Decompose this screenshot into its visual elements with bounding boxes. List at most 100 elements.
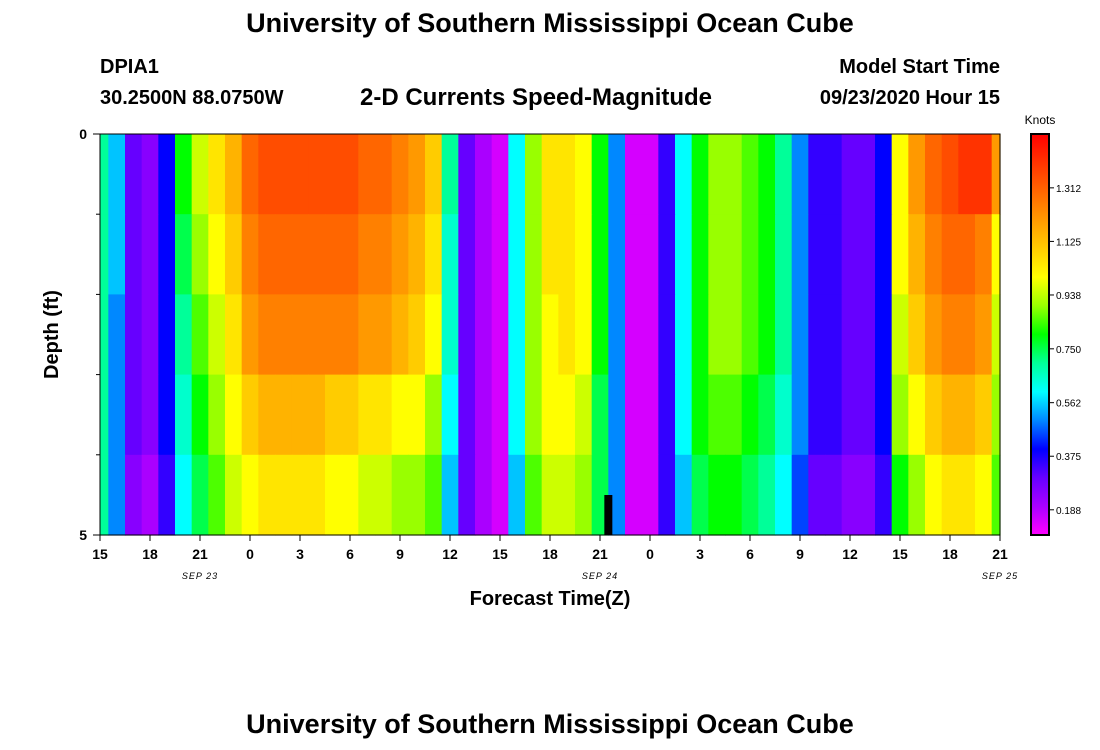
x-tick-label: 12: [842, 546, 858, 562]
heatmap-cell: [908, 294, 926, 376]
heatmap-cell: [675, 214, 693, 295]
heatmap-cell: [108, 374, 126, 456]
heatmap-cell: [291, 134, 309, 215]
heatmap-cell: [141, 454, 159, 536]
heatmap-cell: [241, 134, 259, 215]
heatmap-cell: [241, 214, 259, 295]
heatmap-cell: [525, 134, 543, 215]
current-time-marker-bar: [604, 495, 613, 535]
heatmap-cell: [191, 134, 209, 215]
heatmap-cell: [208, 454, 226, 536]
heatmap-cell: [508, 374, 526, 456]
heatmap-cell: [225, 134, 243, 215]
colorbar-unit: Knots: [1025, 113, 1056, 127]
heatmap-cell: [575, 374, 593, 456]
x-tick-label: 6: [346, 546, 354, 562]
heatmap-cell: [975, 454, 993, 536]
heatmap-cell: [708, 214, 726, 295]
heatmap-cell: [308, 134, 326, 215]
heatmap-cell: [741, 454, 759, 536]
heatmap-cell: [391, 134, 409, 215]
heatmap-cell: [875, 374, 893, 456]
heatmap-cell: [258, 134, 276, 215]
heatmap-cell: [975, 134, 993, 215]
heatmap-chart: 15 18 21 0 3 6 9 12 15 18 21 0 3 6 9 12 15 18 21 SEP 23 SEP …: [41, 113, 1081, 610]
heatmap-cell: [858, 134, 876, 215]
heatmap-cell: [825, 214, 843, 295]
heatmap-cell: [691, 214, 709, 295]
y-tick-label: 5: [79, 527, 87, 543]
heatmap-cell: [991, 374, 1001, 456]
heatmap-cell: [425, 134, 443, 215]
heatmap-cell: [558, 374, 576, 456]
heatmap-cell: [341, 374, 359, 456]
heatmap-cell: [691, 374, 709, 456]
heatmap-cell: [791, 374, 809, 456]
heatmap-cell: [208, 374, 226, 456]
heatmap-cell: [875, 454, 893, 536]
heatmap-cell: [375, 214, 393, 295]
heatmap-cell: [791, 454, 809, 536]
heatmap-cell: [975, 294, 993, 376]
heatmap-cell: [775, 374, 793, 456]
heatmap-cell: [725, 214, 743, 295]
heatmap-cell: [725, 294, 743, 376]
heatmap-cells: [100, 134, 1001, 536]
heatmap-cell: [425, 374, 443, 456]
x-tick-label: 3: [696, 546, 704, 562]
heatmap-cell: [991, 454, 1001, 536]
heatmap-cell: [658, 374, 676, 456]
heatmap-cell: [408, 294, 426, 376]
heatmap-cell: [558, 454, 576, 536]
heatmap-cell: [791, 134, 809, 215]
heatmap-cell: [575, 454, 593, 536]
x-tick-label: 12: [442, 546, 458, 562]
colorbar-tick-label: 0.375: [1056, 452, 1081, 463]
heatmap-cell: [325, 294, 343, 376]
heatmap-cell: [408, 214, 426, 295]
heatmap-cell: [658, 214, 676, 295]
heatmap-cell: [191, 294, 209, 376]
x-tick-label: 15: [492, 546, 508, 562]
heatmap-cell: [541, 454, 559, 536]
heatmap-cell: [358, 294, 376, 376]
heatmap-cell: [841, 454, 859, 536]
heatmap-cell: [100, 134, 109, 215]
heatmap-cell: [491, 454, 509, 536]
heatmap-cell: [308, 214, 326, 295]
heatmap-cell: [675, 374, 693, 456]
heatmap-cell: [291, 214, 309, 295]
x-tick-label: 9: [396, 546, 404, 562]
heatmap-cell: [358, 454, 376, 536]
y-tick-label: 0: [79, 126, 87, 142]
heatmap-cell: [100, 374, 109, 456]
heatmap-cell: [675, 134, 693, 215]
heatmap-cell: [658, 294, 676, 376]
heatmap-cell: [908, 454, 926, 536]
heatmap-cell: [925, 454, 943, 536]
heatmap-cell: [341, 214, 359, 295]
heatmap-cell: [925, 134, 943, 215]
heatmap-cell: [841, 134, 859, 215]
heatmap-cell: [475, 454, 493, 536]
heatmap-cell: [925, 214, 943, 295]
heatmap-cell: [708, 454, 726, 536]
heatmap-cell: [441, 294, 459, 376]
heatmap-cell: [191, 374, 209, 456]
heatmap-cell: [758, 374, 776, 456]
colorbar-tick-label: 0.562: [1056, 399, 1081, 410]
heatmap-cell: [891, 214, 909, 295]
heatmap-cell: [208, 294, 226, 376]
heatmap-cell: [100, 214, 109, 295]
heatmap-cell: [791, 214, 809, 295]
y-axis: 05: [79, 126, 100, 543]
heatmap-cell: [625, 134, 643, 215]
heatmap-cell: [708, 294, 726, 376]
heatmap-cell: [441, 214, 459, 295]
heatmap-cell: [208, 134, 226, 215]
heatmap-cell: [891, 134, 909, 215]
heatmap-cell: [125, 214, 143, 295]
y-axis-label: Depth (ft): [41, 290, 63, 379]
heatmap-cell: [625, 454, 643, 536]
colorbar-tick-label: 0.750: [1056, 345, 1081, 356]
